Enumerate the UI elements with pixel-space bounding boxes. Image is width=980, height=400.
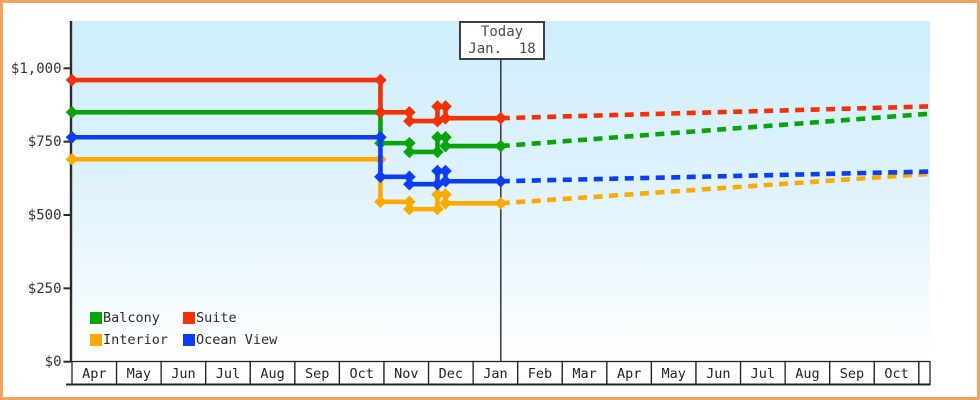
legend-label: Balcony (103, 310, 160, 326)
ocean-view-marker (403, 170, 416, 184)
ocean-view-marker (65, 130, 79, 144)
month-label: Apr (82, 366, 106, 382)
interior-marker (403, 195, 416, 209)
interior-forecast-line (500, 171, 929, 206)
balcony-marker (403, 136, 416, 150)
balcony-marker (431, 145, 444, 159)
ocean-view-marker (494, 174, 508, 188)
month-label: Jul (216, 366, 240, 382)
legend-swatch (183, 312, 195, 324)
y-tick-label: $750 (28, 134, 62, 150)
month-label: May (662, 366, 686, 382)
legend-swatch (90, 334, 102, 346)
ocean-view-marker (403, 177, 416, 191)
legend-swatch (90, 312, 102, 324)
y-tick-label: $250 (28, 281, 62, 297)
interior-marker (431, 188, 444, 201)
ocean-view-marker (374, 170, 387, 184)
suite-marker (374, 106, 387, 119)
ocean-view-marker (374, 130, 387, 144)
suite-marker (439, 111, 452, 125)
legend-item-suite: Suite (183, 310, 237, 326)
balcony-marker (494, 139, 508, 153)
ocean-view-forecast-line (500, 169, 929, 184)
today-label: Today (480, 23, 524, 40)
balcony-forecast-line (500, 111, 929, 149)
suite-marker (374, 73, 387, 87)
y-tick-label: $500 (28, 208, 62, 224)
month-label: Jul (751, 366, 775, 382)
suite-forecast-line (500, 104, 929, 121)
month-label: Nov (394, 366, 418, 382)
interior-marker (494, 196, 508, 210)
suite-marker (439, 100, 452, 113)
month-label: Sep (840, 366, 864, 382)
month-label: Jan (483, 366, 507, 382)
month-label: May (127, 366, 151, 382)
suite-marker (403, 114, 416, 128)
month-label: Jun (706, 366, 730, 382)
balcony-marker (439, 130, 452, 144)
balcony-marker (431, 130, 444, 144)
interior-marker (431, 202, 444, 216)
ocean-view-marker (439, 164, 452, 178)
balcony-marker (403, 145, 416, 159)
legend-item-ocean-view: Ocean View (183, 332, 277, 348)
month-label: Oct (884, 366, 908, 382)
suite-marker (431, 100, 444, 113)
balcony-marker (439, 139, 452, 153)
legend-label: Interior (103, 332, 169, 348)
month-label: Feb (528, 366, 552, 382)
month-label: Oct (350, 366, 374, 382)
month-label: Apr (617, 366, 641, 382)
balcony-marker (65, 106, 79, 119)
suite-marker (403, 106, 416, 119)
month-label: Jun (171, 366, 195, 382)
interior-marker (374, 195, 387, 209)
month-cell-partial (918, 360, 931, 386)
y-tick-label: $0 (45, 354, 62, 370)
legend-swatch (183, 334, 195, 346)
month-label: Sep (305, 366, 329, 382)
month-label: Mar (572, 366, 596, 382)
legend-item-balcony: Balcony (90, 310, 160, 326)
month-label: Aug (795, 366, 819, 382)
month-label: Aug (260, 366, 284, 382)
suite-marker (65, 73, 79, 87)
y-tick-label: $1,000 (11, 61, 62, 77)
interior-marker (439, 196, 452, 210)
today-date: Jan. 18 (468, 40, 536, 57)
month-label: Dec (439, 366, 463, 382)
legend-label: Ocean View (196, 332, 278, 348)
today-marker-box: Today Jan. 18 (459, 21, 545, 60)
ocean-view-marker (439, 174, 452, 188)
ocean-view-marker (431, 164, 444, 178)
suite-marker (494, 111, 508, 125)
legend-label: Suite (196, 310, 237, 326)
interior-marker (403, 202, 416, 216)
legend-item-interior: Interior (90, 332, 168, 348)
interior-marker (65, 152, 79, 166)
interior-marker (439, 188, 452, 201)
